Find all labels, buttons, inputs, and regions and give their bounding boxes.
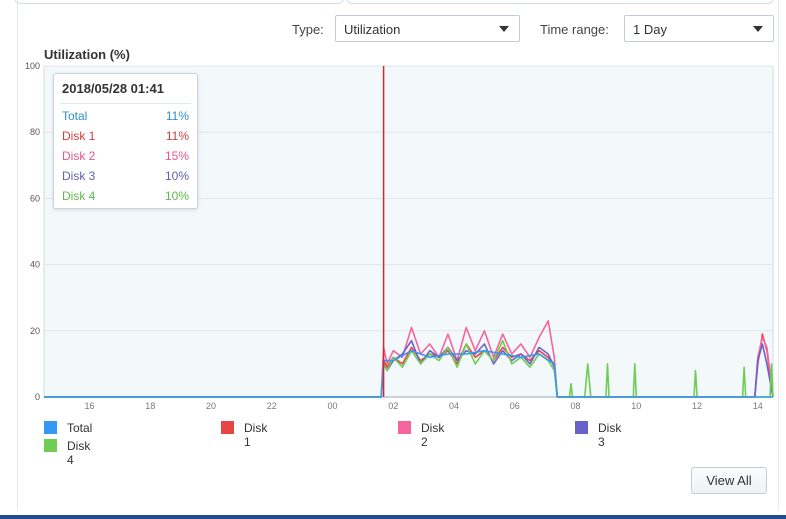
x-tick-label: 12 <box>692 401 702 411</box>
chevron-down-icon <box>499 26 509 32</box>
bottom-bar <box>0 515 786 519</box>
x-tick-label: 06 <box>510 401 520 411</box>
x-tick-label: 10 <box>631 401 641 411</box>
y-tick-label: 80 <box>30 127 40 137</box>
x-tick-label: 16 <box>85 401 95 411</box>
tooltip-row-total: Total 11% <box>62 109 189 125</box>
top-tab-strip <box>0 0 786 4</box>
tooltip-row-name: Disk 3 <box>62 169 96 183</box>
tooltip-row-disk-1: Disk 1 11% <box>62 129 189 145</box>
time-range-select[interactable]: 1 Day <box>624 15 774 42</box>
x-tick-label: 04 <box>449 401 459 411</box>
x-tick-label: 02 <box>388 401 398 411</box>
series-line-total <box>44 349 773 398</box>
legend-label: Disk 4 <box>67 439 91 467</box>
x-tick-label: 20 <box>206 401 216 411</box>
y-tick-label: 0 <box>35 392 40 402</box>
y-tick-label: 40 <box>30 260 40 270</box>
legend-label: Disk 3 <box>598 421 622 449</box>
chart-title: Utilization (%) <box>44 47 130 62</box>
tooltip-row-value: 15% <box>164 149 189 163</box>
chart-tooltip: 2018/05/28 01:41 Total 11% Disk 1 11% Di… <box>53 73 198 209</box>
legend-label: Disk 1 <box>244 421 268 449</box>
tooltip-row-value: 10% <box>164 169 189 183</box>
time-range-select-value: 1 Day <box>633 22 667 37</box>
legend-label: Total <box>67 421 93 435</box>
legend-label: Disk 2 <box>421 421 445 449</box>
legend-swatch <box>221 421 234 434</box>
panel-border-right <box>778 0 779 510</box>
x-tick-label: 08 <box>571 401 581 411</box>
legend-swatch <box>398 421 411 434</box>
tooltip-row-value: 10% <box>164 189 189 203</box>
legend-swatch <box>44 439 57 452</box>
legend-swatch <box>44 421 57 434</box>
tooltip-row-name: Total <box>62 109 88 123</box>
tooltip-row-disk-3: Disk 3 10% <box>62 169 189 185</box>
x-tick-label: 18 <box>145 401 155 411</box>
y-tick-label: 100 <box>25 61 40 71</box>
panel-border-left <box>17 0 18 510</box>
y-tick-label: 60 <box>30 193 40 203</box>
time-range-label: Time range: <box>540 22 609 37</box>
tooltip-row-disk-2: Disk 2 15% <box>62 149 189 165</box>
tooltip-row-name: Disk 1 <box>62 129 96 143</box>
tooltip-time: 2018/05/28 01:41 <box>62 81 164 96</box>
view-all-button[interactable]: View All <box>691 467 767 494</box>
type-select-value: Utilization <box>344 22 401 37</box>
x-tick-label: 14 <box>753 401 763 411</box>
type-select[interactable]: Utilization <box>335 15 520 42</box>
tooltip-divider <box>60 103 191 104</box>
tooltip-row-value: 11% <box>165 109 189 123</box>
y-tick-label: 20 <box>30 326 40 336</box>
legend-swatch <box>575 421 588 434</box>
x-tick-label: 00 <box>328 401 338 411</box>
type-label: Type: <box>292 22 324 37</box>
tooltip-row-disk-4: Disk 4 10% <box>62 189 189 205</box>
x-tick-label: 22 <box>267 401 277 411</box>
tooltip-row-name: Disk 2 <box>62 149 96 163</box>
tooltip-row-name: Disk 4 <box>62 189 96 203</box>
chevron-down-icon <box>753 26 763 32</box>
tooltip-row-value: 11% <box>165 129 189 143</box>
